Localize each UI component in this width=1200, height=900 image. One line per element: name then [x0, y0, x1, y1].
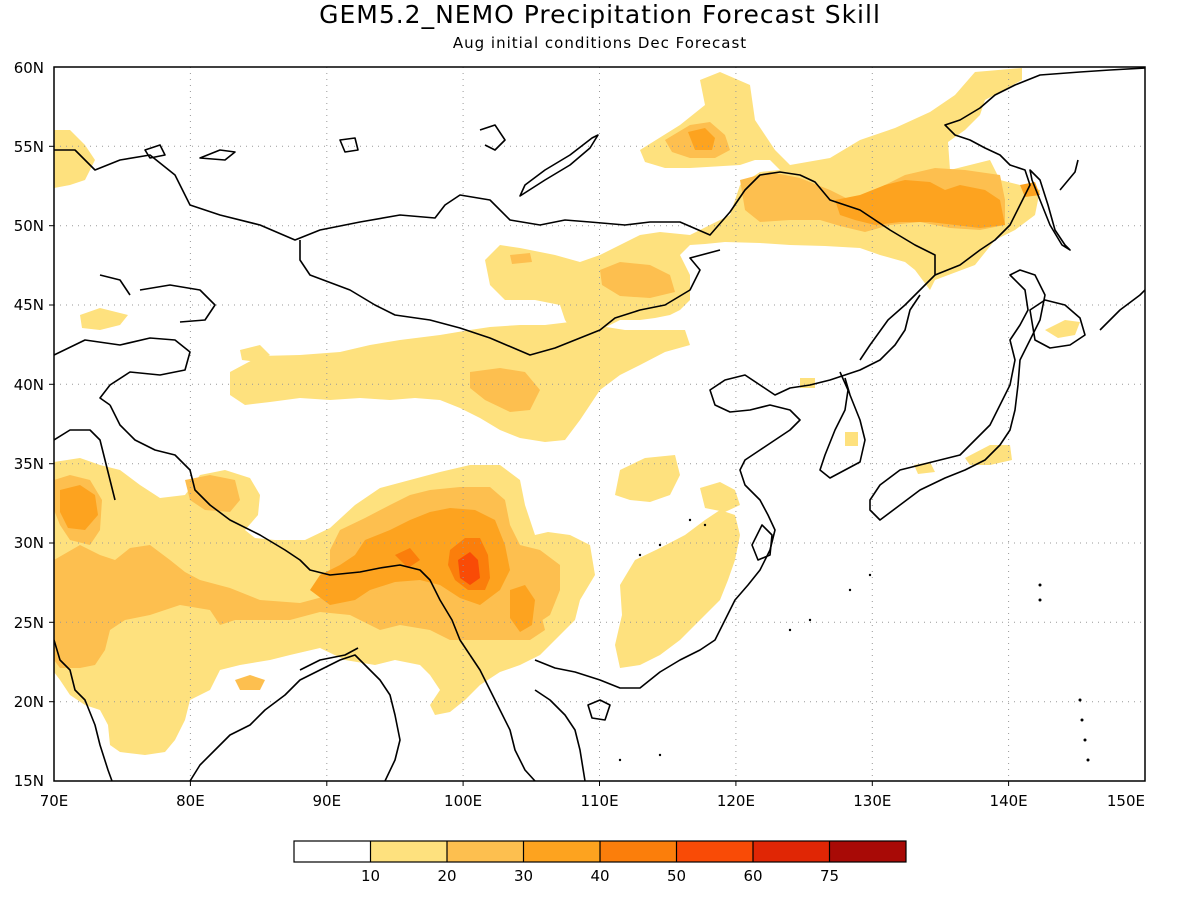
contour-tibet-20 — [185, 475, 240, 512]
lon-tick-label: 100E — [444, 792, 482, 810]
contour-west-spot — [54, 130, 95, 188]
colorbar-label: 10 — [361, 867, 380, 885]
lat-tick-label: 35N — [14, 455, 44, 473]
lat-tick-label: 60N — [14, 59, 44, 77]
contour-east-china-north — [615, 455, 680, 502]
contour-kazakh-spot — [80, 308, 128, 330]
lon-tick-label: 110E — [580, 792, 618, 810]
colorbar: 10 20 30 40 50 60 75 — [293, 840, 907, 885]
contour-ne-30 — [835, 180, 1005, 228]
lon-tick-label: 150E — [1107, 792, 1145, 810]
colorbar-label: 50 — [667, 867, 686, 885]
lat-tick-label: 30N — [14, 534, 44, 552]
contour-tibet-40b — [395, 548, 420, 568]
contour-level-20 — [54, 122, 1005, 690]
colorbar-label: 60 — [743, 867, 762, 885]
contour-level-50 — [458, 552, 480, 585]
lon-tick-label: 120E — [717, 792, 755, 810]
colorbar-label: 20 — [437, 867, 456, 885]
contour-mongolia-30 — [688, 128, 715, 150]
contour-sakhalin-spot — [1045, 320, 1080, 338]
colorbar-swatch-10 — [370, 841, 447, 862]
contour-tibet-50 — [458, 552, 480, 585]
lon-tick-label: 80E — [176, 792, 205, 810]
tick-marks — [49, 145, 1010, 786]
colorbar-label: 30 — [514, 867, 533, 885]
contour-japan-spot — [965, 445, 1012, 465]
colorbar-swatch-60 — [753, 841, 830, 862]
lat-tick-label: 55N — [14, 138, 44, 156]
coastlines-borders — [54, 67, 1145, 781]
map-title: GEM5.2_NEMO Precipitation Forecast Skill — [319, 0, 881, 29]
lat-tick-label: 20N — [14, 693, 44, 711]
colorbar-label: 75 — [820, 867, 839, 885]
map-gridlines — [54, 67, 1145, 781]
skill-contours — [54, 68, 1080, 755]
map-subtitle: Aug initial conditions Dec Forecast — [452, 34, 748, 52]
lon-tick-labels: 70E 80E 90E 100E 110E 120E 130E 140E 150… — [40, 792, 1145, 810]
contour-yangtze-spot — [700, 482, 740, 512]
lon-tick-label: 130E — [853, 792, 891, 810]
colorbar-swatch-0 — [294, 841, 371, 862]
lon-tick-label: 70E — [40, 792, 69, 810]
contour-yunnan-30 — [510, 585, 535, 632]
lat-tick-label: 50N — [14, 217, 44, 235]
lat-tick-label: 45N — [14, 296, 44, 314]
lon-tick-label: 90E — [313, 792, 342, 810]
contour-korea-spot — [845, 432, 858, 446]
lat-tick-label: 25N — [14, 614, 44, 632]
colorbar-label: 40 — [590, 867, 609, 885]
contour-inner-mongolia-20 — [600, 262, 675, 298]
lat-tick-labels: 15N 20N 25N 30N 35N 40N 45N 50N 55N 60N — [14, 59, 44, 790]
contour-east-china — [615, 510, 740, 668]
contour-gansu-20 — [470, 368, 540, 412]
contour-westcentral-20 — [510, 253, 532, 264]
lon-tick-label: 140E — [990, 792, 1028, 810]
colorbar-swatch-75 — [829, 841, 906, 862]
contour-central-belt — [230, 322, 690, 442]
lat-tick-label: 40N — [14, 376, 44, 394]
colorbar-swatch-40 — [600, 841, 677, 862]
colorbar-swatch-50 — [676, 841, 753, 862]
lat-tick-label: 15N — [14, 772, 44, 790]
contour-pak-30 — [60, 485, 98, 530]
colorbar-swatch-20 — [447, 841, 524, 862]
small-islands — [618, 518, 1090, 762]
contour-mongolia-spot — [240, 345, 270, 362]
contour-india-spot — [235, 675, 265, 690]
colorbar-swatch-30 — [523, 841, 600, 862]
